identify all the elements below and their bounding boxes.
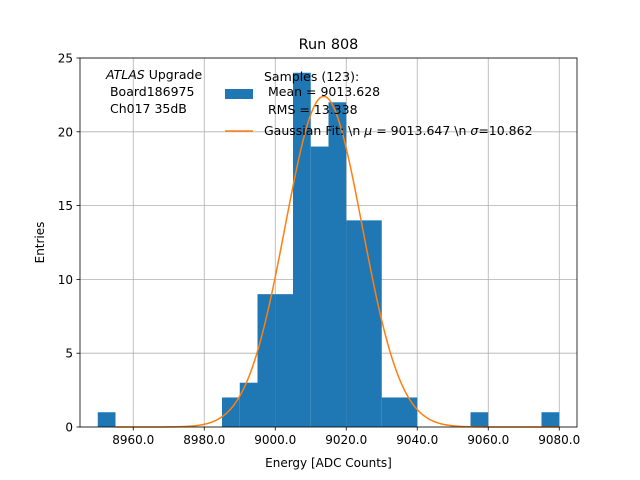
plot-area-frame <box>79 57 578 428</box>
y-tick-label: 15 <box>58 199 73 213</box>
x-axis-ticks: 8960.0 8980.0 9000.0 9020.0 9040.0 9060.0 9080… <box>112 427 580 447</box>
x-tick-label: 9000.0 <box>254 433 296 447</box>
legend-fit-part-1: Gaussian Fit: \n <box>264 123 364 138</box>
histogram-bar <box>399 397 418 427</box>
legend-fit-part-2: = 9013.647 \n <box>372 123 470 138</box>
x-tick-label: 8960.0 <box>112 433 154 447</box>
histogram-bar <box>346 220 364 427</box>
annotation-line-1: ATLAS Upgrade <box>105 67 202 82</box>
legend-fit-label: Gaussian Fit: \n μ = 9013.647 \n σ=10.86… <box>264 123 533 138</box>
histogram-bar <box>328 102 347 427</box>
x-tick-label: 9020.0 <box>325 433 367 447</box>
legend-histogram-line-2: Mean = 9013.628 <box>264 84 380 99</box>
y-axis-label: Entries <box>33 222 47 264</box>
histogram-bar <box>470 412 489 427</box>
histogram-bar <box>310 146 329 427</box>
histogram-bar <box>541 412 560 427</box>
y-tick-label: 10 <box>58 273 73 287</box>
x-tick-label: 9060.0 <box>467 433 509 447</box>
histogram-bar <box>275 294 293 427</box>
chart-title: Run 808 <box>299 37 359 53</box>
x-tick-label: 9040.0 <box>396 433 438 447</box>
y-tick-label: 0 <box>65 421 73 435</box>
legend-fit-sigma: σ <box>470 123 479 138</box>
histogram-bar <box>239 382 258 427</box>
histogram-bar <box>364 220 382 427</box>
histogram-bar <box>381 397 400 427</box>
x-tick-label: 9080.0 <box>538 433 580 447</box>
legend-swatch-histogram <box>225 89 253 99</box>
legend-fit-mu: μ <box>363 123 372 138</box>
x-axis-label: Energy [ADC Counts] <box>265 456 392 470</box>
annotation-upgrade: Upgrade <box>145 67 203 82</box>
y-tick-label: 5 <box>65 347 73 361</box>
annotation-atlas: ATLAS <box>105 67 145 82</box>
legend: Samples (123): Mean = 9013.628 RMS = 13.… <box>225 69 533 138</box>
legend-histogram-line-3: RMS = 13.338 <box>264 102 358 117</box>
histogram-bar <box>97 412 116 427</box>
legend-histogram-line-1: Samples (123): <box>264 69 359 84</box>
x-tick-label: 8980.0 <box>183 433 225 447</box>
annotation-line-3: Ch017 35dB <box>106 101 187 116</box>
legend-fit-part-3: =10.862 <box>478 123 532 138</box>
y-tick-label: 20 <box>58 125 73 139</box>
atlas-annotation: ATLAS Upgrade Board186975 Ch017 35dB <box>105 67 202 116</box>
y-axis-ticks: 0 5 10 15 20 25 <box>58 52 80 435</box>
histogram-bar <box>257 294 276 427</box>
annotation-line-2: Board186975 <box>106 84 194 99</box>
y-tick-label: 25 <box>58 52 73 66</box>
histogram-bar <box>222 397 240 427</box>
